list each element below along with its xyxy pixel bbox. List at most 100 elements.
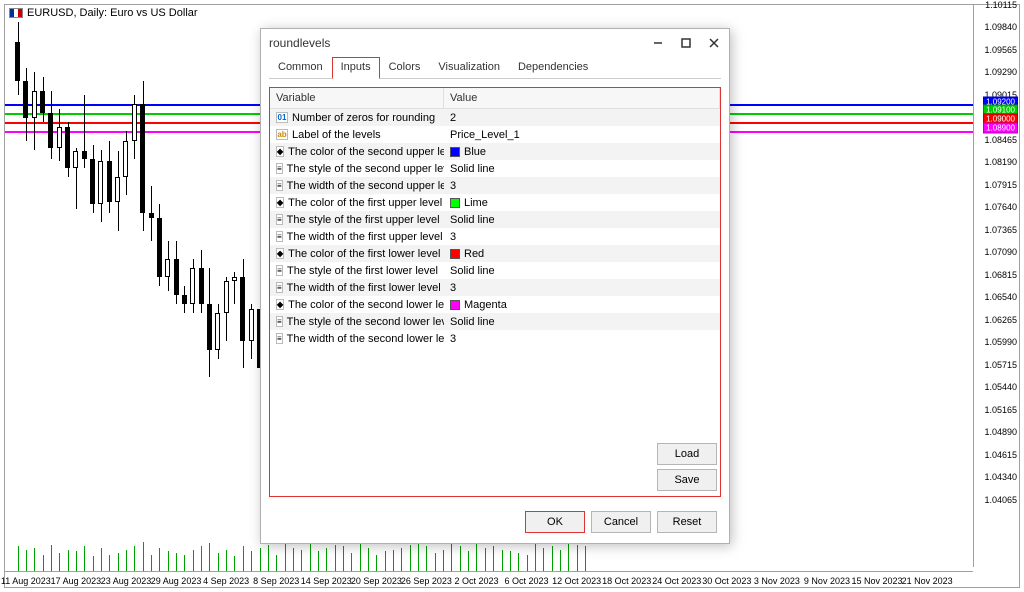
volume-bar bbox=[134, 546, 135, 571]
table-row[interactable]: ≡The style of the second lower levelSoli… bbox=[270, 313, 720, 330]
maximize-button[interactable] bbox=[679, 36, 693, 50]
load-button[interactable]: Load bbox=[657, 443, 717, 465]
dialog-titlebar[interactable]: roundlevels bbox=[261, 29, 729, 57]
table-row[interactable]: ◆The color of the second lower levelMage… bbox=[270, 296, 720, 313]
candle-body[interactable] bbox=[123, 141, 128, 177]
price-tick: 1.08465 bbox=[984, 135, 1017, 145]
candle-body[interactable] bbox=[115, 177, 120, 202]
candle-body[interactable] bbox=[182, 295, 187, 304]
chart-title-bar: EURUSD, Daily: Euro vs US Dollar bbox=[9, 7, 198, 19]
param-value: Blue bbox=[464, 146, 486, 158]
candle-body[interactable] bbox=[207, 304, 212, 349]
price-tick: 1.06815 bbox=[984, 270, 1017, 280]
candle-body[interactable] bbox=[232, 277, 237, 282]
table-row[interactable]: ◆The color of the second upper levelBlue bbox=[270, 143, 720, 160]
table-row[interactable]: ≡The style of the second upper levelSoli… bbox=[270, 160, 720, 177]
inputs-table[interactable]: Variable Value 01Number of zeros for rou… bbox=[269, 87, 721, 497]
type-icon: ◆ bbox=[276, 248, 284, 259]
candle-body[interactable] bbox=[215, 313, 220, 349]
table-row[interactable]: ◆The color of the first upper levelLime bbox=[270, 194, 720, 211]
tab-common[interactable]: Common bbox=[269, 57, 332, 79]
candle-body[interactable] bbox=[48, 113, 53, 148]
volume-bar bbox=[351, 553, 352, 571]
time-tick: 14 Sep 2023 bbox=[301, 576, 352, 586]
candle-body[interactable] bbox=[132, 104, 137, 140]
time-tick: 17 Aug 2023 bbox=[51, 576, 102, 586]
candle-body[interactable] bbox=[57, 127, 62, 148]
candle-body[interactable] bbox=[23, 81, 28, 117]
table-row[interactable]: ≡The width of the second upper level3 bbox=[270, 177, 720, 194]
minimize-button[interactable] bbox=[651, 36, 665, 50]
param-name: The color of the second upper level bbox=[288, 146, 444, 158]
table-row[interactable]: ≡The width of the first lower level3 bbox=[270, 279, 720, 296]
volume-bar bbox=[585, 546, 586, 571]
volume-bar bbox=[468, 551, 469, 571]
volume-bar bbox=[159, 548, 160, 571]
type-icon: ◆ bbox=[276, 197, 284, 208]
candle-body[interactable] bbox=[240, 277, 245, 341]
candle-body[interactable] bbox=[15, 42, 20, 81]
volume-bar bbox=[343, 546, 344, 571]
volume-bar bbox=[234, 556, 235, 571]
table-row[interactable]: ≡The width of the first upper level3 bbox=[270, 228, 720, 245]
chart-title: EURUSD, Daily: Euro vs US Dollar bbox=[27, 7, 198, 19]
tab-inputs[interactable]: Inputs bbox=[332, 57, 380, 79]
volume-bar bbox=[435, 553, 436, 571]
tab-colors[interactable]: Colors bbox=[380, 57, 430, 79]
candle-body[interactable] bbox=[98, 161, 103, 205]
time-tick: 12 Oct 2023 bbox=[552, 576, 601, 586]
price-tick: 1.05990 bbox=[984, 337, 1017, 347]
time-tick: 3 Nov 2023 bbox=[754, 576, 800, 586]
candle-body[interactable] bbox=[174, 259, 179, 295]
type-icon: ≡ bbox=[276, 282, 283, 293]
cancel-button[interactable]: Cancel bbox=[591, 511, 651, 533]
reset-button[interactable]: Reset bbox=[657, 511, 717, 533]
candle-body[interactable] bbox=[190, 268, 195, 304]
candle-body[interactable] bbox=[107, 161, 112, 203]
param-value: 3 bbox=[450, 282, 456, 294]
candle-body[interactable] bbox=[157, 218, 162, 277]
time-tick: 2 Oct 2023 bbox=[454, 576, 498, 586]
price-tick: 1.07090 bbox=[984, 247, 1017, 257]
save-button[interactable]: Save bbox=[657, 469, 717, 491]
param-name: The width of the second lower level bbox=[287, 333, 444, 345]
price-tick: 1.04890 bbox=[984, 427, 1017, 437]
volume-bar bbox=[502, 550, 503, 571]
volume-bar bbox=[184, 555, 185, 572]
candle-body[interactable] bbox=[65, 127, 70, 168]
tab-dependencies[interactable]: Dependencies bbox=[509, 57, 597, 79]
table-row[interactable]: ◆The color of the first lower levelRed bbox=[270, 245, 720, 262]
table-row[interactable]: ≡The style of the first upper levelSolid… bbox=[270, 211, 720, 228]
price-tick: 1.09565 bbox=[984, 45, 1017, 55]
volume-bar bbox=[251, 551, 252, 571]
candle-body[interactable] bbox=[199, 268, 204, 304]
volume-bar bbox=[568, 541, 569, 571]
candle-body[interactable] bbox=[224, 281, 229, 313]
candle-body[interactable] bbox=[149, 213, 154, 218]
time-tick: 24 Oct 2023 bbox=[652, 576, 701, 586]
ok-button[interactable]: OK bbox=[525, 511, 585, 533]
candle-body[interactable] bbox=[40, 91, 45, 114]
price-tick: 1.06540 bbox=[984, 292, 1017, 302]
close-button[interactable] bbox=[707, 36, 721, 50]
candle-body[interactable] bbox=[82, 151, 87, 158]
candle-body[interactable] bbox=[140, 104, 145, 213]
volume-bar bbox=[276, 555, 277, 572]
tab-visualization[interactable]: Visualization bbox=[429, 57, 509, 79]
volume-bar bbox=[451, 543, 452, 571]
candle-body[interactable] bbox=[249, 309, 254, 341]
table-row[interactable]: ≡The width of the second lower level3 bbox=[270, 330, 720, 347]
type-icon: ≡ bbox=[276, 231, 283, 242]
candle-body[interactable] bbox=[73, 151, 78, 167]
param-name: Label of the levels bbox=[292, 129, 381, 141]
param-value: Price_Level_1 bbox=[450, 129, 520, 141]
volume-bar bbox=[243, 546, 244, 571]
type-icon: ≡ bbox=[276, 333, 283, 344]
candle-body[interactable] bbox=[90, 159, 95, 204]
volume-bar bbox=[518, 553, 519, 571]
candle-body[interactable] bbox=[32, 91, 37, 118]
table-row[interactable]: 01Number of zeros for rounding2 bbox=[270, 109, 720, 126]
table-row[interactable]: abLabel of the levelsPrice_Level_1 bbox=[270, 126, 720, 143]
table-row[interactable]: ≡The style of the first lower levelSolid… bbox=[270, 262, 720, 279]
candle-body[interactable] bbox=[165, 259, 170, 277]
